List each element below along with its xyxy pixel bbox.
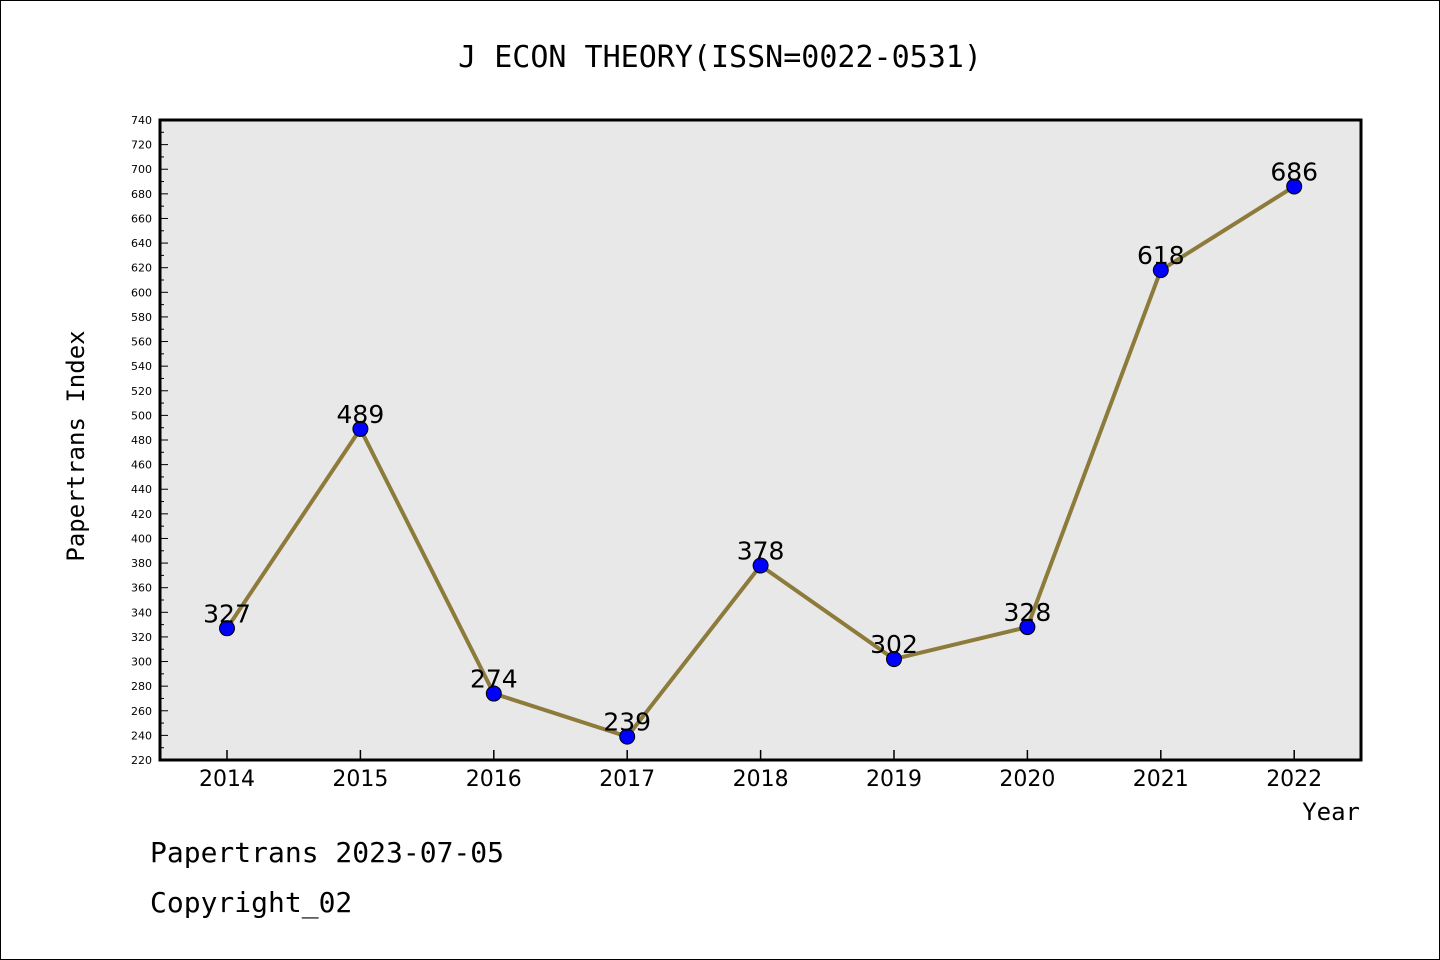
y-tick-label: 600 — [131, 286, 152, 299]
y-tick-label: 540 — [131, 360, 152, 373]
data-label: 489 — [337, 400, 385, 429]
x-tick-label: 2014 — [199, 767, 255, 792]
y-tick-label: 440 — [131, 483, 152, 496]
data-point — [1152, 262, 1169, 279]
data-point — [219, 620, 235, 637]
y-tick-label: 360 — [131, 582, 152, 595]
y-tick-label: 520 — [131, 385, 152, 398]
y-tick-label: 320 — [131, 631, 152, 644]
y-tick-label: 480 — [131, 434, 152, 447]
y-axis: 220 240 260 280 300 320 340 360 380 400 420 440 460 4… — [131, 114, 168, 767]
footer-date: Papertrans 2023-07-05 — [150, 836, 505, 869]
data-point — [1286, 178, 1303, 195]
y-tick-label: 340 — [131, 606, 152, 619]
x-tick-label: 2015 — [332, 767, 388, 792]
data-label: 302 — [870, 630, 918, 659]
x-tick-label: 2016 — [466, 767, 522, 792]
y-tick-label: 420 — [131, 508, 152, 521]
data-label: 378 — [737, 537, 785, 566]
series-markers — [219, 178, 1303, 745]
data-label: 328 — [1004, 598, 1052, 627]
x-tick-label: 2022 — [1266, 767, 1322, 792]
x-axis-label: Year — [1302, 798, 1360, 826]
y-tick-label: 640 — [131, 237, 152, 250]
data-label: 327 — [203, 599, 251, 628]
y-tick-label: 720 — [131, 139, 152, 152]
y-tick-label: 460 — [131, 459, 152, 472]
x-tick-label: 2019 — [866, 767, 922, 792]
x-tick-label: 2017 — [599, 767, 655, 792]
data-point — [1019, 619, 1036, 636]
y-tick-label: 260 — [131, 705, 152, 718]
data-labels: 327 489 274 239 378 302 328 618 686 — [203, 157, 1318, 736]
plot-area — [158, 118, 1363, 762]
data-label: 618 — [1137, 241, 1185, 270]
y-tick-label: 740 — [131, 114, 152, 127]
chart-title: J ECON THEORY(ISSN=0022-0531) — [458, 40, 982, 75]
y-tick-label: 280 — [131, 680, 152, 693]
x-axis: 2014 2015 2016 2017 2018 2019 2020 2021 2022 — [199, 750, 1322, 792]
y-tick-label: 500 — [131, 409, 152, 422]
y-tick-label: 620 — [131, 262, 152, 275]
data-point — [886, 651, 902, 668]
data-label: 239 — [603, 708, 651, 737]
y-tick-label: 680 — [131, 188, 152, 201]
footer-copyright: Copyright_02 — [150, 886, 353, 919]
data-point — [352, 420, 369, 437]
y-axis-label: Papertrans Index — [62, 330, 90, 561]
y-tick-label: 240 — [131, 729, 152, 742]
y-tick-label: 380 — [131, 557, 152, 570]
data-point — [752, 557, 769, 574]
y-tick-label: 300 — [131, 656, 152, 669]
data-label: 274 — [470, 665, 518, 694]
x-tick-label: 2021 — [1133, 767, 1189, 792]
data-label: 686 — [1270, 157, 1318, 186]
y-tick-label: 700 — [131, 163, 152, 176]
data-point — [485, 685, 502, 702]
y-tick-label: 220 — [131, 754, 152, 767]
y-tick-label: 660 — [131, 212, 152, 225]
data-point — [619, 728, 636, 745]
y-tick-label: 580 — [131, 311, 152, 324]
y-tick-label: 400 — [131, 532, 152, 545]
y-tick-label: 560 — [131, 336, 152, 349]
x-tick-label: 2020 — [999, 767, 1055, 792]
x-tick-label: 2018 — [733, 767, 789, 792]
